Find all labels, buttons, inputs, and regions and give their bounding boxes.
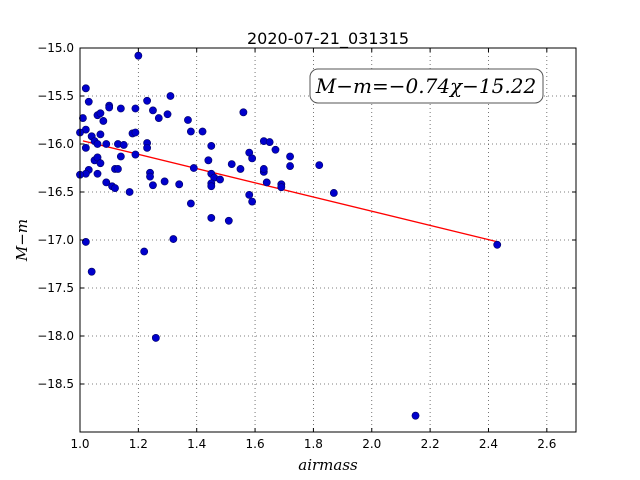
x-tick-label: 1.6 [246, 437, 265, 451]
x-tick-label: 1.8 [304, 437, 323, 451]
data-point [116, 152, 125, 161]
data-point [160, 177, 169, 186]
x-tick-label: 1.0 [70, 437, 89, 451]
data-point [245, 190, 254, 199]
annotation-box [309, 68, 544, 104]
x-tick-label: 2.0 [362, 437, 381, 451]
data-point [186, 127, 195, 136]
y-tick-label: −18.0 [37, 329, 74, 343]
data-point [84, 97, 93, 106]
x-tick-label: 2.4 [479, 437, 498, 451]
y-axis-label: M−m [13, 219, 31, 262]
data-point [131, 150, 140, 159]
data-point [93, 169, 102, 178]
data-point [207, 214, 216, 222]
y-tick-label: −16.0 [37, 137, 74, 151]
data-point [114, 165, 122, 173]
data-point [131, 104, 140, 113]
data-points [76, 51, 502, 420]
data-point [227, 160, 236, 169]
chart-title: 2020-07-21_031315 [247, 29, 409, 49]
data-point [286, 152, 294, 161]
data-point [286, 162, 294, 170]
data-point [146, 172, 154, 181]
data-point [265, 138, 274, 146]
data-point [143, 143, 152, 152]
data-point [79, 114, 87, 122]
x-tick-label: 1.4 [187, 437, 206, 451]
data-point [151, 334, 160, 342]
data-point [189, 164, 198, 172]
data-point [262, 178, 271, 187]
data-point [140, 247, 149, 256]
data-point [81, 238, 90, 246]
data-point [134, 51, 143, 60]
data-point [111, 184, 119, 193]
x-tick-label: 2.2 [421, 437, 440, 451]
data-point [224, 216, 233, 225]
annotation-text: M−m=−0.74χ−15.22 [315, 74, 536, 98]
fit-line [82, 140, 498, 243]
data-point [154, 114, 163, 122]
data-point [204, 156, 213, 165]
y-tick-label: −18.5 [37, 377, 74, 391]
x-tick-label: 2.6 [537, 437, 556, 451]
axis-ticks: 1.0 1.2 1.4 1.6 1.8 2.0 2.2 2.4 2.6 −15.0 −15.5 −16… [37, 41, 576, 451]
data-point [125, 188, 134, 196]
data-point [259, 165, 268, 173]
data-point [163, 110, 172, 119]
data-point [105, 103, 114, 112]
data-point [166, 92, 175, 100]
data-point [248, 197, 257, 206]
y-tick-label: −17.5 [37, 281, 74, 295]
data-point [493, 240, 502, 249]
plot-frame [79, 47, 577, 433]
data-point [116, 104, 125, 113]
data-point [93, 140, 102, 148]
data-point [143, 96, 152, 105]
data-point [81, 143, 90, 152]
data-point [216, 175, 224, 184]
x-axis-label: airmass [298, 456, 358, 474]
fit-annotation: M−m=−0.74χ−15.22 [309, 68, 544, 104]
data-point [198, 127, 207, 136]
data-point [81, 84, 90, 93]
data-point [207, 182, 216, 191]
data-point [119, 141, 128, 149]
data-point [411, 411, 420, 420]
x-tick-label: 1.2 [129, 437, 148, 451]
y-tick-label: −16.5 [37, 185, 74, 199]
data-point [239, 108, 248, 117]
data-point [102, 178, 111, 187]
data-point [96, 130, 105, 139]
data-point [149, 106, 157, 115]
y-tick-label: −15.5 [37, 89, 74, 103]
data-point [87, 267, 96, 276]
data-point [175, 180, 184, 189]
data-point [329, 189, 338, 197]
data-point [315, 161, 324, 170]
y-tick-label: −15.0 [37, 41, 74, 55]
data-point [131, 128, 140, 137]
data-point [96, 109, 105, 118]
data-point [102, 140, 111, 148]
data-point [96, 159, 105, 168]
data-point [99, 117, 108, 125]
y-tick-label: −17.0 [37, 233, 74, 247]
data-point [169, 235, 178, 243]
data-point [248, 154, 257, 163]
fit-line-group [82, 140, 498, 243]
data-point [149, 181, 157, 190]
data-point [271, 145, 280, 154]
data-point [184, 116, 192, 124]
data-point [207, 142, 216, 150]
data-point [236, 165, 245, 173]
data-point [186, 199, 195, 208]
data-point [277, 183, 286, 192]
